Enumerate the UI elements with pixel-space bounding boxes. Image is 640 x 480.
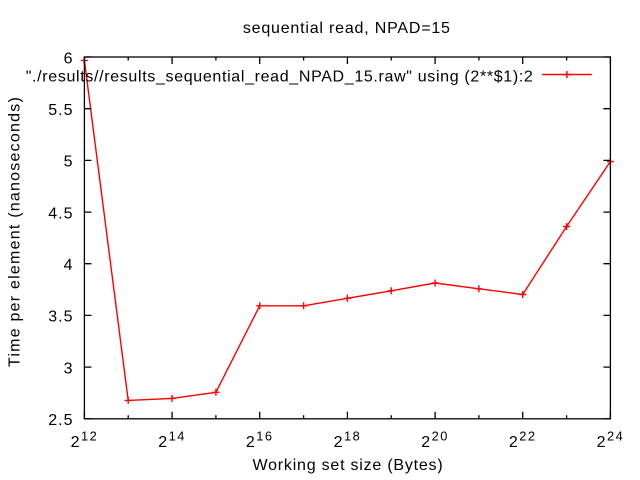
svg-text:212: 212 (71, 429, 99, 451)
svg-text:214: 214 (158, 429, 186, 451)
svg-text:Time per element (nanoseconds): Time per element (nanoseconds) (7, 96, 24, 367)
svg-text:Working set size (Bytes): Working set size (Bytes) (253, 457, 444, 474)
svg-text:220: 220 (421, 429, 449, 451)
svg-text:218: 218 (334, 429, 362, 451)
svg-text:"./results//results_sequential: "./results//results_sequential_read_NPAD… (26, 68, 534, 85)
svg-text:4.5: 4.5 (48, 205, 73, 222)
svg-text:5: 5 (64, 154, 74, 171)
svg-text:224: 224 (597, 429, 625, 451)
svg-text:222: 222 (509, 429, 537, 451)
svg-text:sequential read, NPAD=15: sequential read, NPAD=15 (243, 20, 451, 37)
svg-text:6: 6 (64, 50, 74, 67)
svg-text:3: 3 (64, 360, 74, 377)
svg-text:3.5: 3.5 (48, 309, 73, 326)
svg-text:2.5: 2.5 (48, 412, 73, 429)
svg-text:4: 4 (64, 257, 74, 274)
svg-text:5.5: 5.5 (48, 102, 73, 119)
svg-text:216: 216 (246, 429, 274, 451)
